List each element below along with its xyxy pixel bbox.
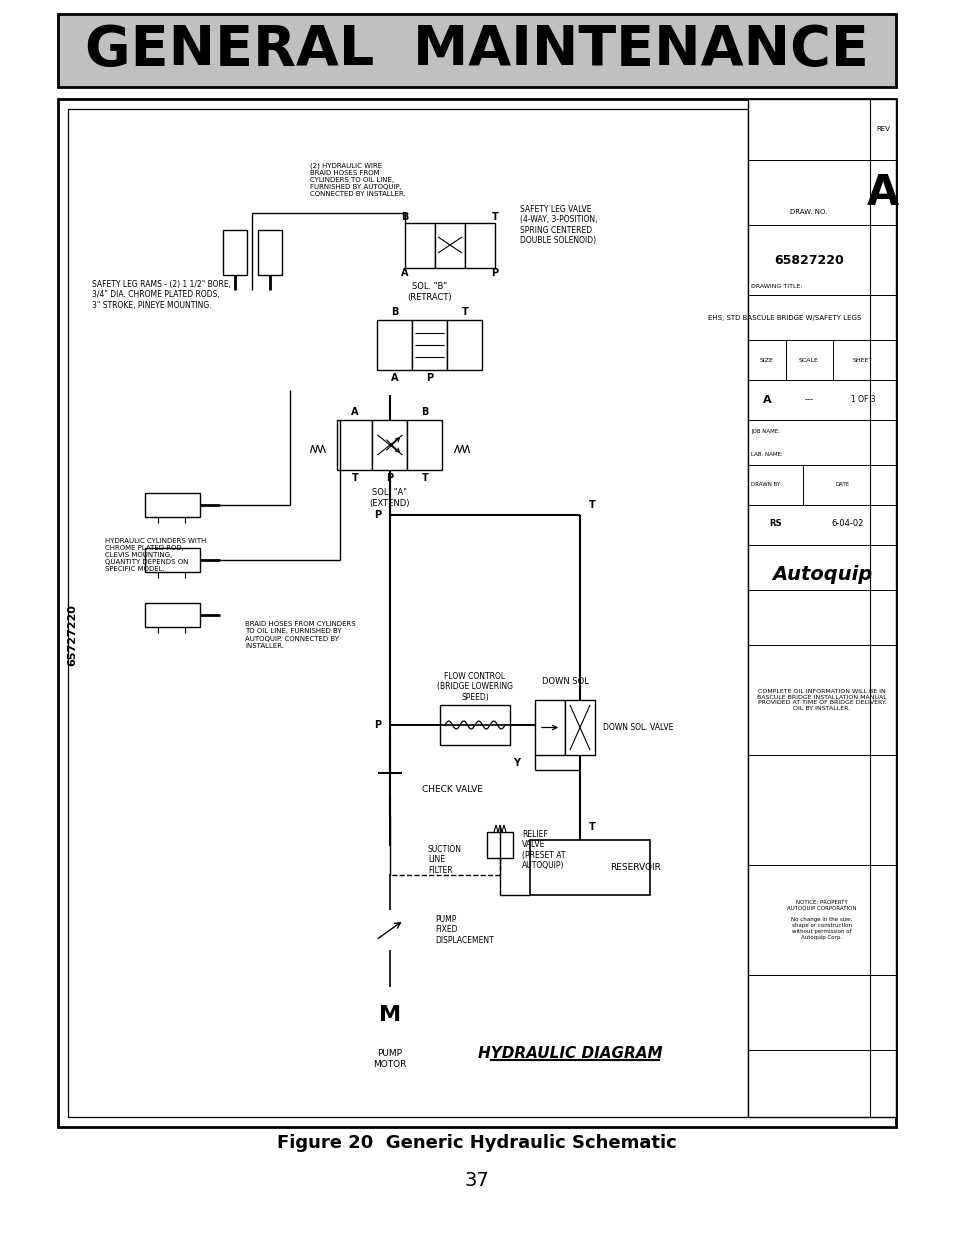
Text: B: B bbox=[391, 308, 398, 317]
Bar bbox=[58, 14, 895, 86]
Text: FLOW CONTROL
(BRIDGE LOWERING
SPEED): FLOW CONTROL (BRIDGE LOWERING SPEED) bbox=[436, 672, 513, 701]
Text: 65727220: 65727220 bbox=[67, 604, 77, 666]
Bar bbox=[447, 320, 482, 370]
Text: JOB NAME:: JOB NAME: bbox=[750, 429, 780, 433]
Text: T: T bbox=[352, 473, 358, 483]
Text: RELIEF
VALVE
(PRESET AT
AUTOQUIP): RELIEF VALVE (PRESET AT AUTOQUIP) bbox=[521, 830, 565, 871]
Text: 6-04-02: 6-04-02 bbox=[831, 519, 863, 527]
Text: HYDRAULIC DIAGRAM: HYDRAULIC DIAGRAM bbox=[477, 1046, 661, 1061]
Text: P: P bbox=[386, 473, 394, 483]
Text: SOL. "B"
(RETRACT): SOL. "B" (RETRACT) bbox=[407, 283, 452, 301]
Bar bbox=[435, 222, 464, 268]
Text: (2) HYDRAULIC WIRE
BRAID HOSES FROM
CYLINDERS TO OIL LINE,
FURNISHED BY AUTOQUIP: (2) HYDRAULIC WIRE BRAID HOSES FROM CYLI… bbox=[310, 163, 405, 198]
Bar bbox=[145, 603, 200, 627]
Text: DRAWING TITLE:: DRAWING TITLE: bbox=[750, 284, 801, 289]
Bar bbox=[412, 320, 447, 370]
Bar bbox=[145, 493, 200, 517]
Polygon shape bbox=[524, 721, 535, 734]
Text: A: A bbox=[761, 395, 771, 405]
Text: RESERVOIR: RESERVOIR bbox=[609, 863, 660, 872]
Text: T: T bbox=[588, 823, 595, 832]
Text: REV: REV bbox=[875, 126, 889, 132]
Text: A: A bbox=[866, 172, 898, 214]
Text: SHEET: SHEET bbox=[852, 357, 872, 363]
Text: P: P bbox=[374, 510, 381, 520]
Bar bbox=[145, 548, 200, 572]
Text: DATE: DATE bbox=[835, 482, 849, 487]
Text: EHS, STD BASCULE BRIDGE W/SAFETY LEGS: EHS, STD BASCULE BRIDGE W/SAFETY LEGS bbox=[708, 315, 861, 321]
Bar bbox=[257, 230, 282, 275]
Text: P: P bbox=[426, 373, 433, 383]
Text: CHECK VALVE: CHECK VALVE bbox=[421, 785, 482, 794]
Text: A: A bbox=[401, 268, 408, 279]
Text: ---: --- bbox=[803, 395, 813, 405]
Text: T: T bbox=[461, 308, 468, 317]
Bar bbox=[747, 99, 895, 1116]
Text: DOWN SOL. VALVE: DOWN SOL. VALVE bbox=[602, 722, 673, 732]
Text: SAFETY LEG RAMS - (2) 1 1/2" BORE,
3/4" DIA. CHROME PLATED RODS,
3" STROKE, PINE: SAFETY LEG RAMS - (2) 1 1/2" BORE, 3/4" … bbox=[91, 280, 231, 310]
Text: PUMP
MOTOR: PUMP MOTOR bbox=[373, 1050, 406, 1068]
Polygon shape bbox=[365, 338, 377, 351]
Polygon shape bbox=[325, 438, 337, 451]
Text: DRAWN BY: DRAWN BY bbox=[750, 482, 780, 487]
Bar bbox=[372, 420, 407, 471]
Bar bbox=[439, 705, 510, 745]
Text: HYDRAULIC CYLINDERS WITH
CHROME PLATED ROD,
CLEVIS MOUNTING,
QUANTITY DEPENDS ON: HYDRAULIC CYLINDERS WITH CHROME PLATED R… bbox=[105, 538, 206, 572]
Bar bbox=[223, 230, 247, 275]
Text: A: A bbox=[391, 373, 398, 383]
Text: SIZE: SIZE bbox=[760, 357, 773, 363]
Text: 1 OF 3: 1 OF 3 bbox=[850, 395, 875, 405]
Bar bbox=[68, 109, 747, 1116]
Text: LAB. NAME:: LAB. NAME: bbox=[750, 452, 781, 457]
Polygon shape bbox=[495, 240, 504, 249]
Text: PUMP
FIXED
DISPLACEMENT: PUMP FIXED DISPLACEMENT bbox=[435, 915, 494, 945]
Bar bbox=[337, 420, 372, 471]
Text: B: B bbox=[401, 211, 408, 221]
Text: 65827220: 65827220 bbox=[773, 253, 843, 267]
Polygon shape bbox=[395, 240, 405, 249]
Text: P: P bbox=[374, 720, 381, 730]
Text: P: P bbox=[491, 268, 498, 279]
Bar bbox=[535, 700, 564, 755]
Bar bbox=[530, 840, 649, 895]
Polygon shape bbox=[482, 338, 494, 351]
Text: DOWN SOL: DOWN SOL bbox=[541, 678, 588, 687]
Text: A: A bbox=[351, 408, 358, 417]
Text: T: T bbox=[588, 500, 595, 510]
Text: SAFETY LEG VALVE
(4-WAY, 3-POSITION,
SPRING CENTERED
DOUBLE SOLENOID): SAFETY LEG VALVE (4-WAY, 3-POSITION, SPR… bbox=[519, 205, 597, 245]
Text: SUCTION
LINE
FILTER: SUCTION LINE FILTER bbox=[428, 845, 461, 874]
Text: T: T bbox=[491, 211, 497, 221]
Text: SOL. "A"
(EXTEND): SOL. "A" (EXTEND) bbox=[370, 488, 410, 508]
Text: Figure 20  Generic Hydraulic Schematic: Figure 20 Generic Hydraulic Schematic bbox=[276, 1134, 677, 1152]
Bar bbox=[377, 320, 412, 370]
Bar bbox=[407, 420, 442, 471]
Text: Y: Y bbox=[513, 758, 520, 768]
Bar bbox=[564, 700, 595, 755]
Bar bbox=[464, 222, 495, 268]
Text: B: B bbox=[421, 408, 428, 417]
Text: T: T bbox=[421, 473, 428, 483]
Text: SCALE: SCALE bbox=[799, 357, 818, 363]
Text: M: M bbox=[378, 1005, 400, 1025]
Text: Autoquip: Autoquip bbox=[771, 566, 871, 584]
Text: COMPLETE OIL INFORMATION WILL BE IN
BASCULE BRIDGE INSTALLATION MANUAL
PROVIDED : COMPLETE OIL INFORMATION WILL BE IN BASC… bbox=[757, 689, 886, 711]
Polygon shape bbox=[442, 438, 454, 451]
Bar bbox=[58, 99, 895, 1128]
Bar bbox=[486, 832, 513, 858]
Text: DRAW. NO.: DRAW. NO. bbox=[789, 209, 827, 215]
Text: RS: RS bbox=[769, 519, 781, 527]
Text: BRAID HOSES FROM CYLINDERS
TO OIL LINE, FURNISHED BY
AUTOQUIP. CONNECTED BY
INST: BRAID HOSES FROM CYLINDERS TO OIL LINE, … bbox=[245, 621, 355, 648]
Bar bbox=[405, 222, 435, 268]
Text: 37: 37 bbox=[464, 1171, 489, 1189]
Text: GENERAL  MAINTENANCE: GENERAL MAINTENANCE bbox=[85, 23, 868, 77]
Text: NOTICE: PROPERTY
AUTOQUIP CORPORATION

No change in the size,
shape or construct: NOTICE: PROPERTY AUTOQUIP CORPORATION No… bbox=[786, 900, 856, 940]
